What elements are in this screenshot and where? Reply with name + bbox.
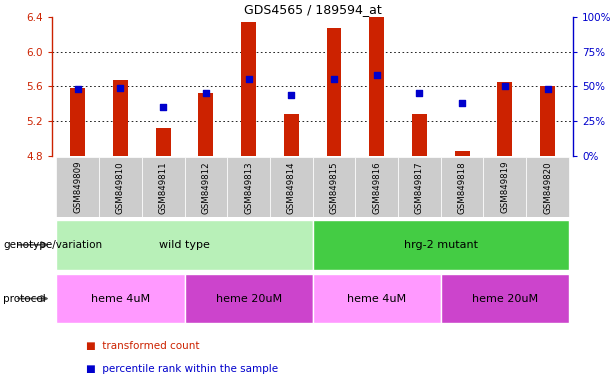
Bar [441, 157, 484, 217]
Point [201, 90, 211, 96]
Point [115, 85, 125, 91]
Text: GSM849813: GSM849813 [244, 161, 253, 214]
Text: protocol: protocol [3, 293, 46, 304]
Bar [199, 93, 213, 156]
Bar [185, 274, 313, 323]
Text: GSM849820: GSM849820 [543, 161, 552, 214]
Bar [455, 151, 470, 156]
Text: ■  percentile rank within the sample: ■ percentile rank within the sample [86, 364, 278, 374]
Point [543, 86, 552, 92]
Text: GSM849809: GSM849809 [73, 161, 82, 214]
Bar [241, 22, 256, 156]
Text: wild type: wild type [159, 240, 210, 250]
Title: GDS4565 / 189594_at: GDS4565 / 189594_at [244, 3, 381, 16]
Bar [70, 88, 85, 156]
Text: heme 20uM: heme 20uM [216, 293, 281, 304]
Text: GSM849815: GSM849815 [329, 161, 338, 214]
Bar [313, 274, 441, 323]
Bar [484, 157, 526, 217]
Bar [56, 274, 185, 323]
Bar [113, 80, 128, 156]
Bar [313, 220, 569, 270]
Bar [99, 157, 142, 217]
Text: GSM849816: GSM849816 [372, 161, 381, 214]
Bar [356, 157, 398, 217]
Text: GSM849812: GSM849812 [201, 161, 210, 214]
Bar [56, 220, 313, 270]
Bar [327, 28, 341, 156]
Bar [142, 157, 185, 217]
Bar [270, 157, 313, 217]
Text: ■  transformed count: ■ transformed count [86, 341, 199, 351]
Point [457, 100, 467, 106]
Text: GSM849814: GSM849814 [287, 161, 296, 214]
Bar [56, 157, 99, 217]
Text: heme 20uM: heme 20uM [472, 293, 538, 304]
Bar [540, 86, 555, 156]
Text: heme 4uM: heme 4uM [347, 293, 406, 304]
Bar [185, 157, 227, 217]
Text: GSM849810: GSM849810 [116, 161, 125, 214]
Text: GSM849819: GSM849819 [500, 161, 509, 214]
Bar [369, 17, 384, 156]
Point [73, 86, 83, 92]
Text: hrg-2 mutant: hrg-2 mutant [404, 240, 478, 250]
Bar [497, 82, 512, 156]
Bar [227, 157, 270, 217]
Bar [412, 114, 427, 156]
Text: genotype/variation: genotype/variation [3, 240, 102, 250]
Point [286, 92, 296, 98]
Point [414, 90, 424, 96]
Text: heme 4uM: heme 4uM [91, 293, 150, 304]
Bar [441, 274, 569, 323]
Bar [313, 157, 356, 217]
Bar [526, 157, 569, 217]
Point [372, 72, 382, 78]
Bar [398, 157, 441, 217]
Point [500, 83, 510, 89]
Point [243, 76, 253, 83]
Text: GSM849811: GSM849811 [159, 161, 167, 214]
Text: GSM849817: GSM849817 [415, 161, 424, 214]
Point [158, 104, 168, 110]
Point [329, 76, 339, 83]
Bar [284, 114, 299, 156]
Text: GSM849818: GSM849818 [458, 161, 466, 214]
Bar [156, 128, 170, 156]
